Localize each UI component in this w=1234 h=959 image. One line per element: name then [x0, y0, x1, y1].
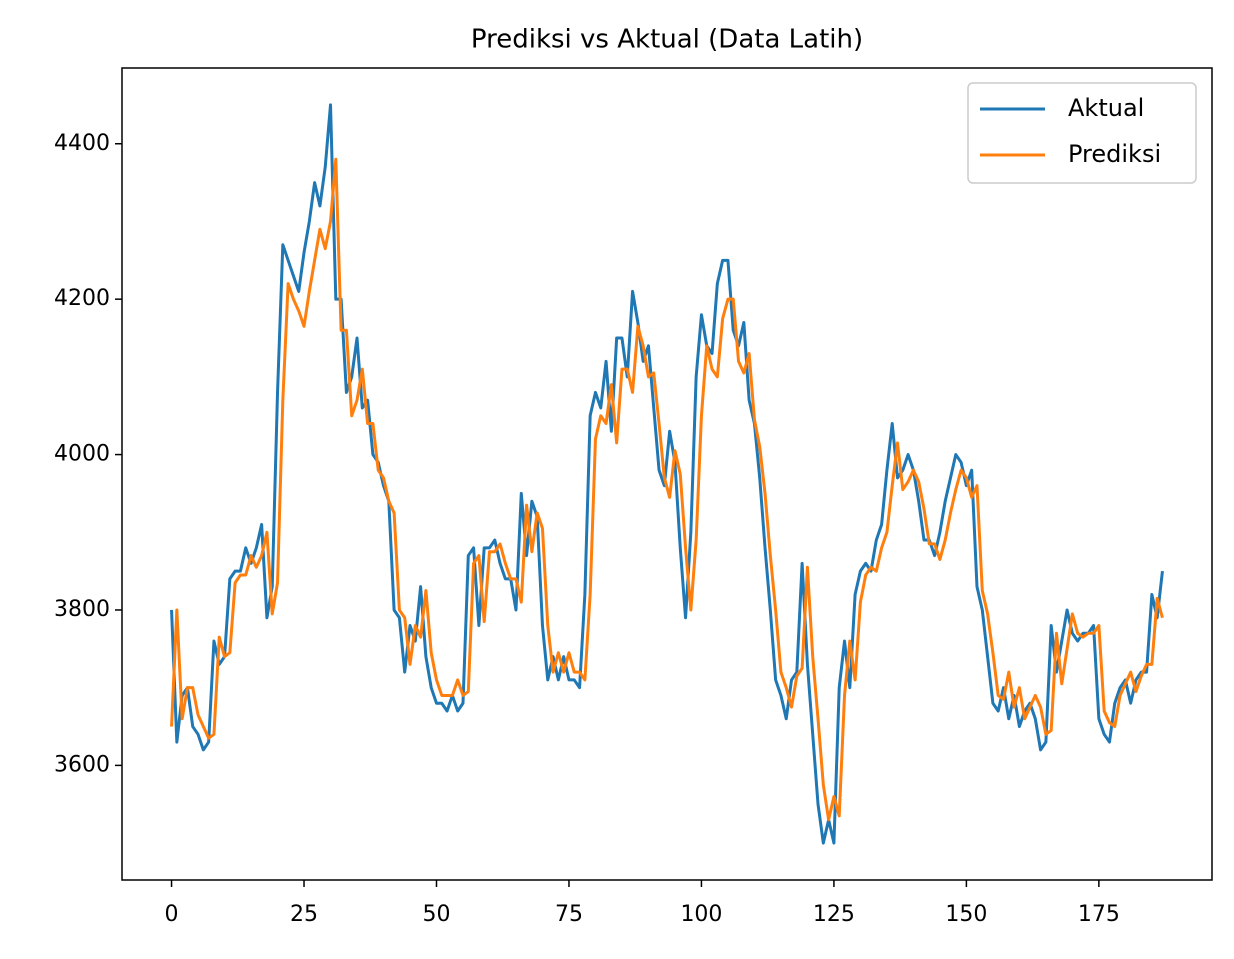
- y-tick-label: 4400: [54, 131, 110, 156]
- series-line: [170, 157, 1164, 822]
- legend-label: Prediksi: [1068, 140, 1161, 168]
- y-tick-label: 4000: [54, 442, 110, 467]
- legend-label: Aktual: [1068, 94, 1144, 122]
- y-tick-label: 4200: [54, 286, 110, 311]
- x-tick-label: 50: [422, 902, 450, 927]
- y-tick-label: 3800: [54, 597, 110, 622]
- y-tick-label: 3600: [54, 752, 110, 777]
- x-tick-label: 175: [1078, 902, 1120, 927]
- plot-frame: [121, 67, 1213, 881]
- x-tick-label: 0: [165, 902, 179, 927]
- series-line: [170, 103, 1164, 845]
- x-tick-label: 150: [945, 902, 987, 927]
- chart-title: Prediksi vs Aktual (Data Latih): [471, 25, 863, 55]
- x-tick-label: 25: [290, 902, 318, 927]
- x-tick-label: 75: [555, 902, 583, 927]
- x-tick-label: 100: [680, 902, 722, 927]
- x-tick-label: 125: [813, 902, 855, 927]
